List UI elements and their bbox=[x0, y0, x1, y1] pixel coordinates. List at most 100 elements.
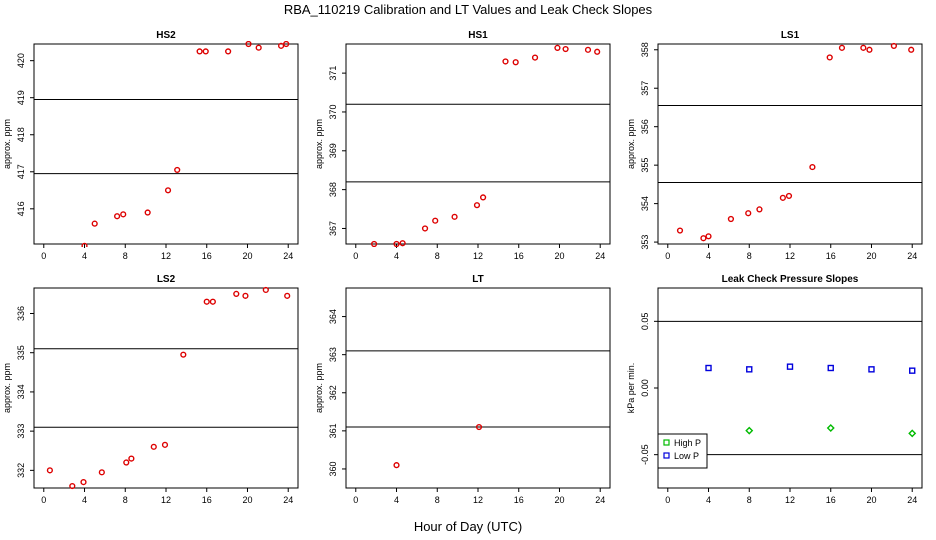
data-point bbox=[705, 233, 712, 240]
x-tick-label: 20 bbox=[242, 251, 252, 261]
x-tick-label: 12 bbox=[785, 251, 795, 261]
data-point bbox=[81, 242, 88, 247]
data-point bbox=[209, 298, 216, 305]
data-point bbox=[225, 48, 232, 55]
x-tick-label: 8 bbox=[123, 495, 128, 505]
y-tick-label: 355 bbox=[640, 158, 650, 173]
y-axis-label: approx. ppm bbox=[626, 119, 636, 169]
data-point bbox=[69, 482, 76, 490]
x-tick-label: 16 bbox=[514, 251, 524, 261]
data-point bbox=[393, 462, 400, 469]
panel-0: HS2 approx. ppm 0 4 8 12 16 20 24 416 417 418 419 420 bbox=[2, 30, 299, 261]
x-tick-label: 24 bbox=[595, 495, 605, 505]
legend-box bbox=[657, 433, 708, 469]
x-tick-label: 16 bbox=[826, 495, 836, 505]
data-point bbox=[908, 429, 917, 438]
legend-label: High P bbox=[674, 438, 701, 448]
data-point bbox=[245, 41, 252, 48]
data-point bbox=[479, 194, 487, 201]
x-tick-label: 0 bbox=[41, 495, 46, 505]
data-point bbox=[98, 469, 105, 476]
y-tick-label: 371 bbox=[328, 66, 338, 81]
x-tick-label: 20 bbox=[866, 495, 876, 505]
x-tick-label: 8 bbox=[435, 495, 440, 505]
y-tick-label: 368 bbox=[328, 182, 338, 197]
panel-title: LS2 bbox=[157, 274, 176, 285]
y-tick-label: 333 bbox=[16, 424, 26, 439]
data-point bbox=[203, 298, 210, 305]
y-tick-label: 356 bbox=[640, 119, 650, 134]
x-tick-label: 4 bbox=[706, 495, 711, 505]
data-point bbox=[120, 211, 127, 218]
data-point bbox=[562, 45, 569, 53]
data-point bbox=[161, 441, 169, 448]
y-tick-label: -0.05 bbox=[640, 444, 650, 465]
data-point bbox=[284, 292, 291, 299]
data-point bbox=[255, 44, 262, 51]
data-point bbox=[180, 351, 187, 358]
data-point bbox=[676, 227, 684, 234]
data-point bbox=[202, 48, 209, 55]
data-point bbox=[196, 48, 203, 55]
data-point bbox=[512, 59, 519, 66]
data-point bbox=[432, 217, 439, 224]
data-point bbox=[909, 367, 916, 374]
x-tick-label: 12 bbox=[161, 495, 171, 505]
y-tick-label: 354 bbox=[640, 196, 650, 211]
x-tick-label: 8 bbox=[747, 495, 752, 505]
data-point bbox=[826, 54, 833, 61]
data-point bbox=[502, 58, 509, 65]
data-point bbox=[779, 194, 786, 201]
x-tick-label: 4 bbox=[394, 251, 399, 261]
x-tick-label: 20 bbox=[554, 495, 564, 505]
x-tick-label: 12 bbox=[473, 251, 483, 261]
x-tick-label: 12 bbox=[161, 251, 171, 261]
x-tick-label: 16 bbox=[826, 251, 836, 261]
legend-marker bbox=[663, 439, 670, 446]
data-point bbox=[866, 46, 873, 53]
plot-frame bbox=[657, 43, 923, 245]
y-tick-label: 370 bbox=[328, 104, 338, 119]
x-tick-label: 8 bbox=[123, 251, 128, 261]
y-tick-label: 335 bbox=[16, 345, 26, 360]
panel-title: HS1 bbox=[468, 30, 488, 41]
data-point bbox=[174, 166, 181, 174]
x-tick-label: 16 bbox=[202, 251, 212, 261]
data-point bbox=[242, 292, 249, 299]
data-point bbox=[277, 42, 285, 49]
data-layer bbox=[676, 42, 915, 242]
x-tick-label: 24 bbox=[283, 251, 293, 261]
x-tick-label: 4 bbox=[706, 251, 711, 261]
x-tick-label: 24 bbox=[907, 495, 917, 505]
panel-4: LT approx. ppm 0 4 8 12 16 20 24 360 361 362 363 364 bbox=[314, 274, 611, 505]
y-tick-label: 363 bbox=[328, 347, 338, 362]
data-point bbox=[262, 286, 269, 294]
data-point bbox=[838, 44, 846, 51]
x-tick-label: 24 bbox=[283, 495, 293, 505]
data-point bbox=[700, 235, 707, 242]
y-tick-label: 336 bbox=[16, 306, 26, 321]
data-point bbox=[727, 215, 735, 223]
y-tick-label: 353 bbox=[640, 235, 650, 250]
x-tick-label: 20 bbox=[242, 495, 252, 505]
data-point bbox=[594, 48, 601, 55]
data-point bbox=[746, 366, 753, 373]
data-point bbox=[46, 467, 53, 474]
data-point bbox=[80, 479, 87, 486]
data-point bbox=[860, 44, 867, 51]
data-point bbox=[283, 41, 290, 48]
panel-title: HS2 bbox=[156, 30, 176, 41]
data-point bbox=[114, 213, 121, 220]
y-tick-label: 420 bbox=[16, 53, 26, 68]
data-point bbox=[123, 459, 130, 466]
data-point bbox=[554, 44, 561, 51]
x-tick-label: 4 bbox=[394, 495, 399, 505]
data-point bbox=[475, 423, 483, 431]
x-tick-label: 20 bbox=[554, 251, 564, 261]
legend-marker bbox=[663, 452, 670, 459]
data-point bbox=[531, 54, 539, 61]
data-layer bbox=[46, 286, 291, 490]
y-tick-label: 369 bbox=[328, 143, 338, 158]
